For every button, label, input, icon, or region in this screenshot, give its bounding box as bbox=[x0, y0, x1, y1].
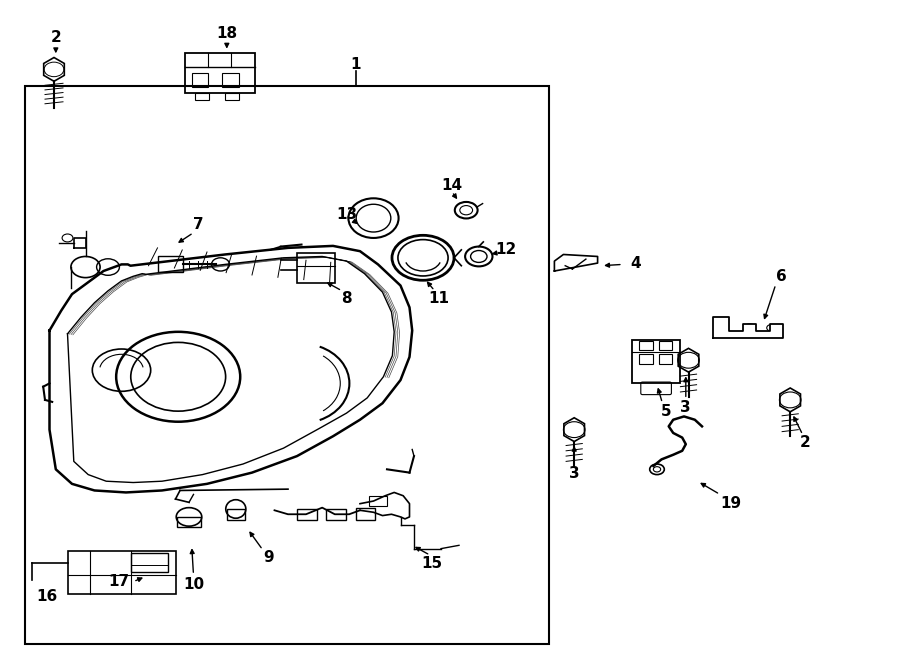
Text: 4: 4 bbox=[630, 256, 641, 270]
Text: 19: 19 bbox=[720, 496, 742, 511]
Text: 14: 14 bbox=[441, 178, 463, 192]
Bar bbox=[326, 509, 346, 520]
Text: 1: 1 bbox=[350, 57, 361, 71]
Text: 16: 16 bbox=[36, 590, 58, 604]
Text: 9: 9 bbox=[263, 550, 274, 564]
Bar bbox=[225, 93, 238, 100]
Bar bbox=[227, 509, 245, 520]
Text: 7: 7 bbox=[193, 217, 203, 232]
Bar bbox=[222, 73, 239, 87]
Bar bbox=[639, 341, 652, 350]
Text: 11: 11 bbox=[428, 292, 450, 306]
Bar bbox=[177, 517, 201, 527]
Text: 3: 3 bbox=[680, 401, 691, 415]
Text: 2: 2 bbox=[50, 30, 61, 44]
Text: 12: 12 bbox=[495, 243, 517, 257]
Bar bbox=[158, 256, 183, 272]
Text: 17: 17 bbox=[108, 574, 130, 589]
Bar bbox=[192, 73, 208, 87]
Polygon shape bbox=[554, 254, 598, 271]
Text: 8: 8 bbox=[341, 292, 352, 306]
Text: 13: 13 bbox=[336, 208, 357, 222]
Bar bbox=[184, 53, 255, 93]
Bar bbox=[297, 253, 335, 283]
Bar bbox=[130, 553, 168, 572]
Bar bbox=[632, 340, 680, 383]
Text: 2: 2 bbox=[800, 436, 811, 450]
Bar bbox=[25, 86, 549, 644]
Text: 10: 10 bbox=[183, 577, 204, 592]
Bar bbox=[369, 496, 387, 506]
Text: 15: 15 bbox=[421, 556, 443, 570]
Bar bbox=[68, 551, 176, 594]
Text: 3: 3 bbox=[569, 467, 580, 481]
Text: 5: 5 bbox=[661, 404, 671, 418]
Bar bbox=[356, 508, 375, 520]
Text: 6: 6 bbox=[776, 269, 787, 284]
Bar bbox=[659, 341, 672, 350]
Bar bbox=[195, 93, 209, 100]
Bar bbox=[639, 354, 652, 364]
Text: 18: 18 bbox=[216, 26, 238, 40]
Bar bbox=[659, 354, 672, 364]
Polygon shape bbox=[713, 317, 783, 338]
Bar bbox=[297, 509, 317, 520]
